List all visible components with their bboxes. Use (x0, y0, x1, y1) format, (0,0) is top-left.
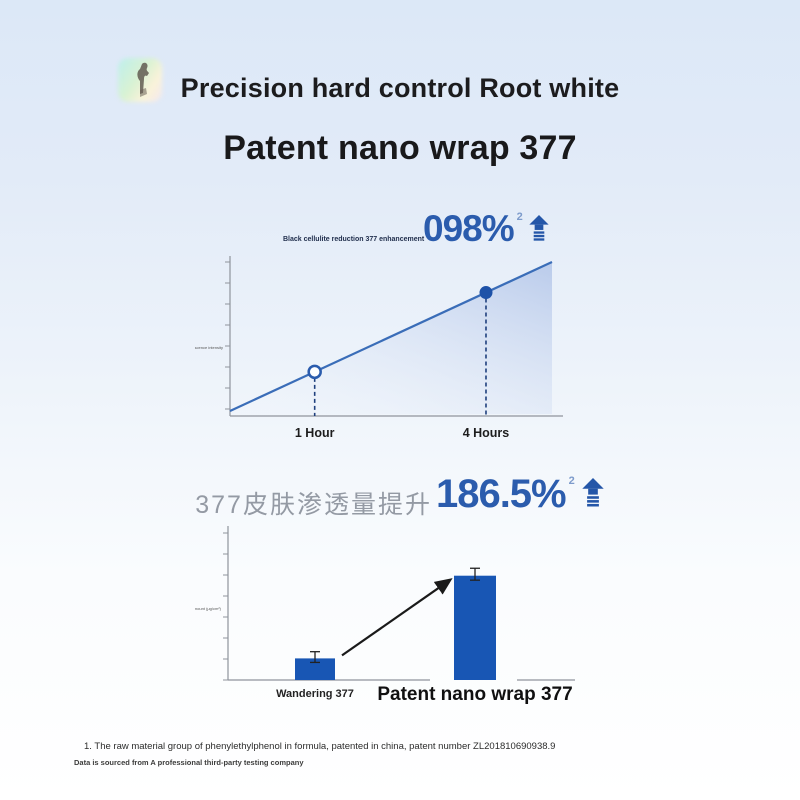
line-chart: Average fluorescence intensity 1 Hour 4 Ho… (195, 256, 563, 440)
line-chart-headline: 098% 2 (423, 210, 550, 247)
svg-text:Skin penetration amount (μg/cm: Skin penetration amount (μg/cm²) (195, 606, 222, 611)
footnote-2: Data is sourced from A professional thir… (74, 758, 304, 767)
brand-logo-icon (118, 56, 170, 112)
bar-chart-headline-value: 186.5% (435, 472, 567, 516)
increase-arrow-icon (528, 215, 550, 247)
line-chart-title: Black cellulite reduction 377 enhancemen… (283, 236, 425, 243)
footnote-1: 1. The raw material group of phenylethyl… (84, 741, 556, 752)
svg-text:4 Hours: 4 Hours (463, 426, 510, 440)
line-chart-headline-value: 098% (423, 208, 515, 249)
bar-chart-headline: 377皮肤渗透量提升 186.5% 2 (0, 474, 800, 521)
increase-arrow-icon (581, 478, 605, 513)
svg-text:Patent nano wrap 377: Patent nano wrap 377 (377, 684, 572, 705)
svg-text:Wandering 377: Wandering 377 (276, 688, 354, 700)
bar-chart-headline-ref: 2 (568, 475, 575, 487)
bar-chart: Skin penetration amount (μg/cm²) Wanderin… (195, 526, 575, 705)
main-title: Precision hard control Root white (180, 73, 620, 103)
line-chart-headline-ref: 2 (516, 211, 523, 223)
svg-text:1 Hour: 1 Hour (295, 426, 335, 440)
bar-chart-headline-cn: 377皮肤渗透量提升 (195, 491, 432, 519)
svg-text:Average fluorescence intensity: Average fluorescence intensity (195, 345, 223, 350)
brand-figure-icon (137, 62, 149, 97)
subtitle: Patent nano wrap 377 (223, 129, 577, 167)
